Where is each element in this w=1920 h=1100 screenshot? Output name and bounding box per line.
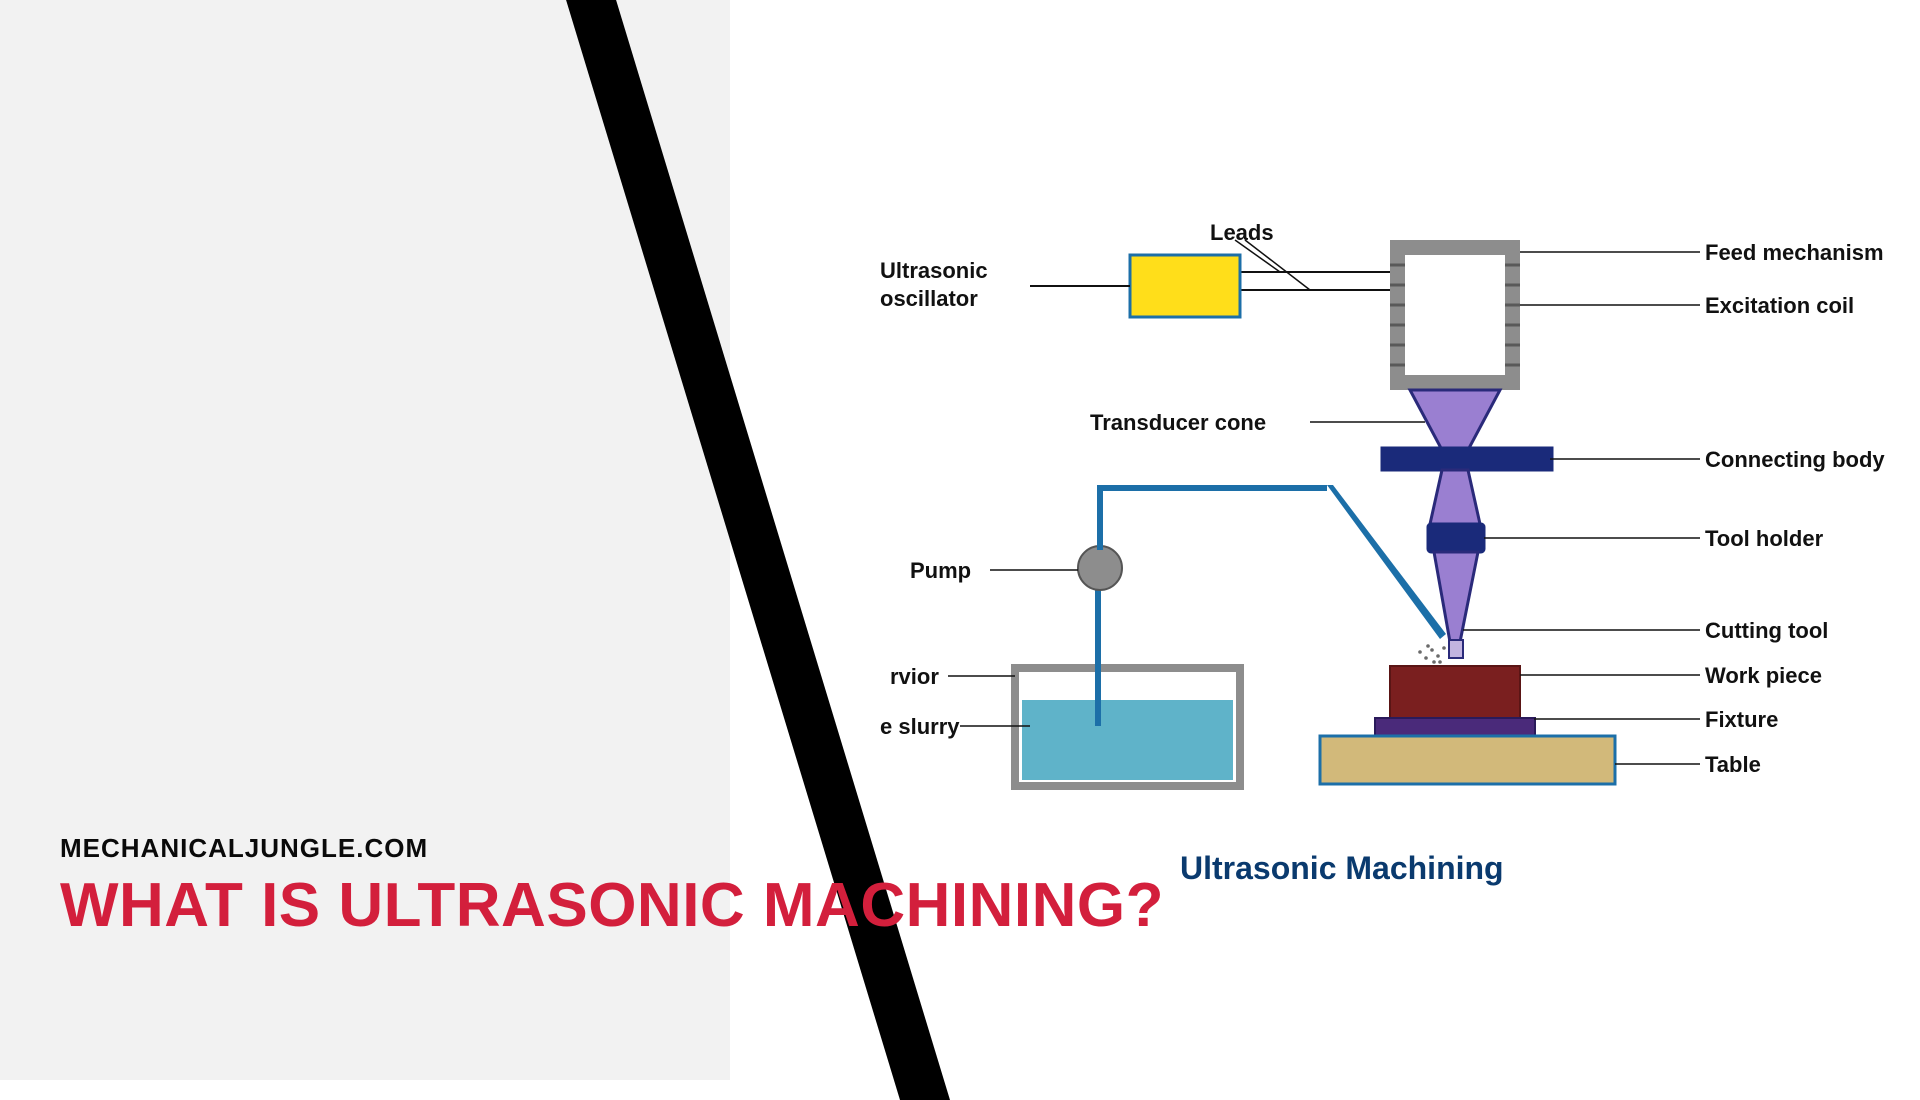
label-work-piece: Work piece (1705, 663, 1822, 689)
label-table: Table (1705, 752, 1761, 778)
label-reservoir: rvior (890, 664, 939, 690)
label-connecting-body: Connecting body (1705, 447, 1885, 473)
label-ultrasonic-oscillator-2: oscillator (880, 286, 978, 312)
label-abrasive-slurry: e slurry (880, 714, 960, 740)
site-name: MECHANICALJUNGLE.COM (60, 833, 428, 864)
label-transducer-cone: Transducer cone (1090, 410, 1266, 436)
ultrasonic-machining-diagram: Leads Feed mechanism Ultrasonic oscillat… (850, 190, 1910, 940)
label-cutting-tool: Cutting tool (1705, 618, 1828, 644)
label-fixture: Fixture (1705, 707, 1778, 733)
diagram-title: Ultrasonic Machining (1180, 850, 1504, 887)
label-excitation-coil: Excitation coil (1705, 293, 1854, 319)
label-pump: Pump (910, 558, 971, 584)
label-ultrasonic-oscillator-1: Ultrasonic (880, 258, 988, 284)
label-leads: Leads (1210, 220, 1274, 246)
label-feed-mechanism: Feed mechanism (1705, 240, 1884, 266)
label-tool-holder: Tool holder (1705, 526, 1823, 552)
